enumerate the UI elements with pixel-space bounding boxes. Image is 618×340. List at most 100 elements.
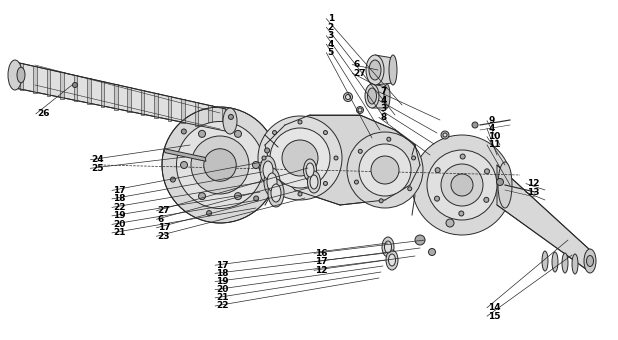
Ellipse shape [368,88,376,104]
Circle shape [441,131,449,139]
Polygon shape [167,96,171,121]
Ellipse shape [369,60,381,80]
Circle shape [347,132,423,208]
Circle shape [412,156,415,160]
Circle shape [206,210,211,216]
Ellipse shape [264,168,280,196]
Ellipse shape [365,84,379,108]
Circle shape [177,121,263,208]
Polygon shape [15,62,230,132]
Ellipse shape [562,253,568,273]
Circle shape [358,108,362,112]
Circle shape [434,196,439,201]
Text: 7: 7 [380,87,386,96]
Ellipse shape [384,84,390,108]
Text: 20: 20 [113,220,125,229]
Circle shape [204,149,236,181]
Polygon shape [372,84,387,108]
Circle shape [323,131,328,135]
Circle shape [234,130,242,137]
Text: 27: 27 [353,69,366,78]
Text: 4: 4 [328,40,334,49]
Circle shape [345,95,350,100]
Ellipse shape [389,55,397,85]
Text: 10: 10 [488,132,501,141]
Polygon shape [164,149,206,161]
Circle shape [323,182,328,185]
Text: 16: 16 [315,249,328,258]
Polygon shape [283,147,318,183]
Circle shape [72,83,77,87]
Polygon shape [47,68,50,96]
Circle shape [427,150,497,220]
Polygon shape [265,115,420,205]
Polygon shape [114,84,117,109]
Circle shape [334,156,338,160]
Text: 6: 6 [353,60,360,69]
Text: 21: 21 [216,293,229,302]
Ellipse shape [552,252,558,272]
Text: 12: 12 [527,179,540,188]
Circle shape [253,162,260,169]
Text: 9: 9 [488,116,494,125]
Polygon shape [181,99,185,123]
Circle shape [446,219,454,227]
Ellipse shape [223,108,237,134]
Polygon shape [375,55,393,85]
Text: 4: 4 [488,124,494,133]
Circle shape [181,129,187,134]
Circle shape [270,128,330,188]
Polygon shape [87,78,91,104]
Polygon shape [33,66,37,93]
Circle shape [273,182,276,185]
Text: 17: 17 [216,261,229,270]
Text: 1: 1 [328,14,334,23]
Text: 18: 18 [216,269,229,278]
Circle shape [451,174,473,196]
Text: 14: 14 [488,303,501,312]
Text: 2: 2 [328,23,334,32]
Text: 13: 13 [527,188,540,197]
Circle shape [198,130,206,137]
Ellipse shape [303,159,316,181]
Ellipse shape [386,250,398,270]
Circle shape [229,115,234,119]
Circle shape [412,135,512,235]
Circle shape [359,144,411,196]
Circle shape [191,136,249,194]
Text: 23: 23 [158,232,170,241]
Ellipse shape [306,163,314,177]
Text: 18: 18 [113,194,125,203]
Ellipse shape [267,173,277,191]
Text: 25: 25 [91,164,104,173]
Ellipse shape [260,156,276,184]
Circle shape [435,168,440,173]
Text: 5: 5 [328,48,334,57]
Polygon shape [20,63,23,90]
Circle shape [234,193,242,200]
Text: 4: 4 [380,96,386,105]
Ellipse shape [263,161,273,179]
Circle shape [387,137,391,141]
Circle shape [371,156,399,184]
Circle shape [258,116,342,200]
Circle shape [282,140,318,176]
Text: 17: 17 [113,186,125,195]
Ellipse shape [8,60,22,90]
Ellipse shape [271,184,281,202]
Polygon shape [74,74,77,101]
Circle shape [408,187,412,191]
Ellipse shape [572,254,578,274]
Text: 22: 22 [113,203,125,212]
Ellipse shape [366,55,384,85]
Text: 8: 8 [380,113,386,122]
Circle shape [441,164,483,206]
Polygon shape [61,71,64,99]
Ellipse shape [278,146,288,184]
Polygon shape [101,81,104,107]
Ellipse shape [17,67,25,83]
Text: 19: 19 [216,277,229,286]
Circle shape [298,120,302,124]
Text: 17: 17 [158,223,170,232]
Circle shape [262,156,266,160]
